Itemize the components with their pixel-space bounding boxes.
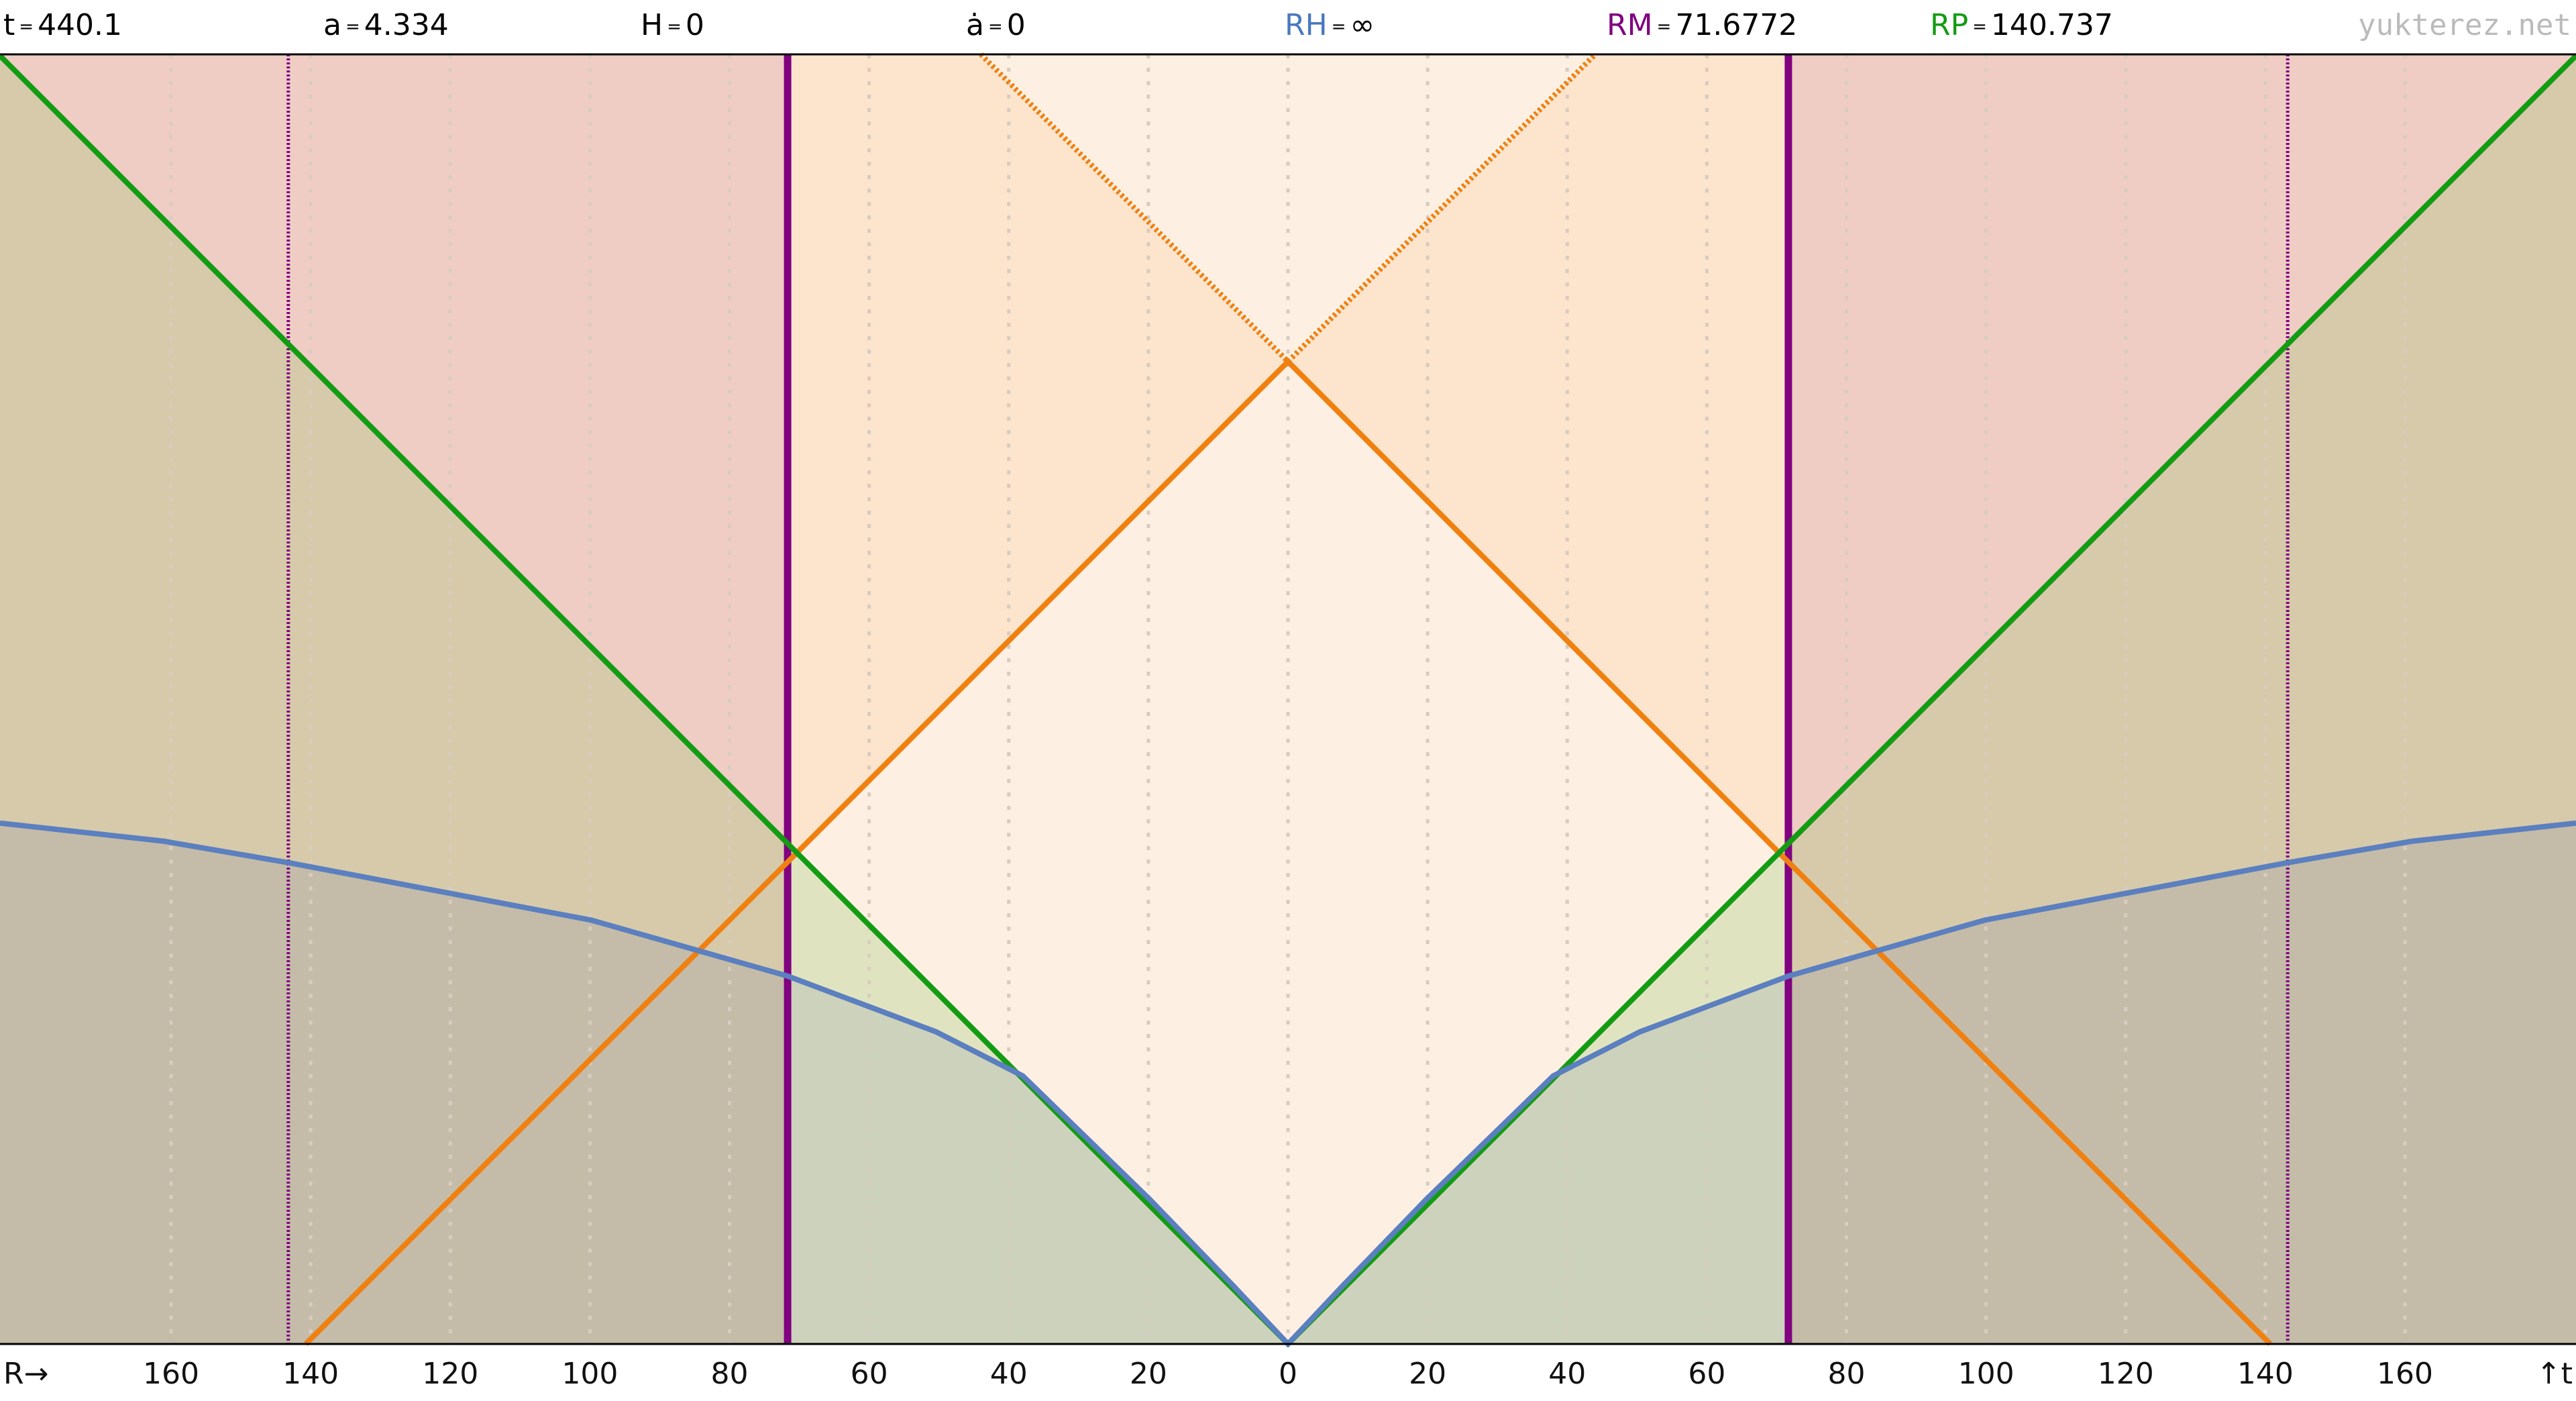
x-tick-label: 40 [990, 1357, 1028, 1391]
wedge-region [1288, 54, 1788, 862]
x-tick-label: 60 [851, 1357, 888, 1391]
below-curve-region [0, 823, 2576, 1344]
below-cone-region [0, 56, 2576, 1345]
header-separator: = [667, 17, 682, 37]
x-tick-label: 0 [1279, 1357, 1297, 1391]
header-name: RM [1607, 8, 1653, 42]
x-tick-label: 160 [2377, 1357, 2433, 1391]
header-value: ∞ [1350, 8, 1375, 42]
header-separator: = [1657, 17, 1672, 37]
header-item: H = 0 [641, 8, 704, 42]
header-separator: = [19, 17, 34, 37]
x-tick-label: 120 [422, 1357, 478, 1391]
header-value: 4.334 [364, 8, 449, 42]
x-tick-label: 80 [710, 1357, 748, 1391]
watermark: yukterez.net [2358, 8, 2571, 42]
x-tick-label: 100 [1958, 1357, 2015, 1391]
x-axis-label: R→ [3, 1357, 48, 1391]
x-tick-label: 60 [1688, 1357, 1725, 1391]
x-tick-label: 20 [1409, 1357, 1446, 1391]
outer-region [0, 54, 788, 1344]
header-item: RP = 140.737 [1930, 8, 2113, 42]
header-name: RP [1930, 8, 1968, 42]
y-axis-label: ↑t [2536, 1357, 2573, 1391]
x-tick-label: 100 [561, 1357, 618, 1391]
header-value: 440.1 [38, 8, 122, 42]
header-separator: = [1332, 17, 1346, 37]
x-tick-label: 20 [1130, 1357, 1167, 1391]
header-name: H [641, 8, 663, 42]
x-tick-label: 140 [282, 1357, 339, 1391]
outer-region [1788, 54, 2576, 1344]
x-tick-label: 80 [1828, 1357, 1866, 1391]
header-value: 140.737 [1991, 8, 2113, 42]
header-separator: = [988, 17, 1003, 37]
header-separator: = [345, 17, 360, 37]
series-line [303, 358, 2273, 1346]
header-separator: = [1972, 17, 1987, 37]
x-tick-label: 160 [143, 1357, 199, 1391]
header-name: ȧ [966, 8, 984, 42]
header-item: t = 440.1 [3, 8, 122, 42]
x-tick-label: 140 [2237, 1357, 2294, 1391]
wedge-region [788, 54, 1288, 862]
header-value: 0 [686, 8, 704, 42]
header-item: ȧ = 0 [966, 8, 1026, 42]
header-name: t [3, 8, 15, 42]
header-name: RH [1285, 8, 1328, 42]
header-value: 71.6772 [1675, 8, 1797, 42]
x-tick-label: 40 [1548, 1357, 1586, 1391]
header-value: 0 [1007, 8, 1026, 42]
header-item: a = 4.334 [323, 8, 449, 42]
x-tick-label: 120 [2098, 1357, 2154, 1391]
header-name: a [323, 8, 341, 42]
header-item: RM = 71.6772 [1607, 8, 1797, 42]
header-item: RH = ∞ [1285, 8, 1375, 42]
